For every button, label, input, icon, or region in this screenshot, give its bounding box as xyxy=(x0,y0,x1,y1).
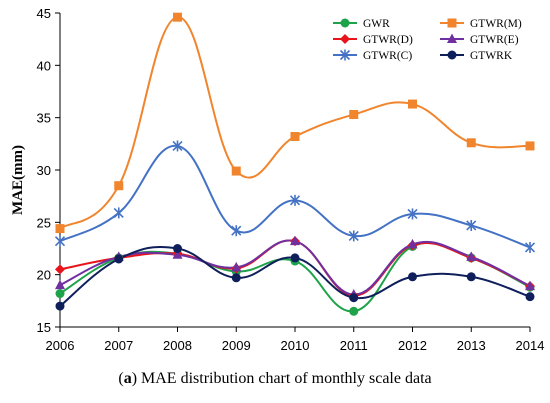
y-tick-label: 45 xyxy=(37,6,51,21)
y-tick-label: 25 xyxy=(37,215,51,230)
data-point-gtwr-c xyxy=(348,230,359,242)
data-point-gtwr-c xyxy=(113,207,124,219)
data-point-gtwrk xyxy=(173,244,182,253)
x-tick-label: 2008 xyxy=(163,338,192,353)
series-line-gtwr-m xyxy=(59,16,531,230)
data-point-gtwrk xyxy=(408,272,417,282)
chart-axes: 15 20 25 30 35 40 45 2006 2007 2008 2009 2010 2011 20… xyxy=(37,6,545,353)
data-point-gtwrk xyxy=(466,272,476,282)
legend-item-gwr: GWR xyxy=(333,18,390,30)
y-tick-label: 40 xyxy=(37,58,51,73)
data-point-gtwr-m xyxy=(349,110,359,120)
x-tick-label: 2010 xyxy=(281,338,310,353)
y-tick-label: 20 xyxy=(37,268,51,283)
legend-label: GTWR(C) xyxy=(363,50,412,62)
data-point-gtwrk xyxy=(231,273,241,283)
legend-marker xyxy=(340,34,350,44)
legend-label: GTWR(E) xyxy=(470,34,519,46)
caption-text: MAE distribution chart of monthly scale … xyxy=(141,370,432,387)
data-point-gtwr-e xyxy=(231,261,242,272)
data-point-gtwr-e xyxy=(466,251,477,261)
x-tick-label: 2014 xyxy=(516,338,545,353)
y-axis-label: MAE(mm) xyxy=(10,145,26,215)
legend-marker xyxy=(339,49,351,61)
x-tick-label: 2013 xyxy=(457,338,486,353)
legend-item-gtwr-d: GTWR(D) xyxy=(333,34,413,46)
legend-label: GTWRK xyxy=(470,50,513,62)
series-line-gtwr-e xyxy=(59,239,531,296)
data-point-gwr xyxy=(349,306,359,316)
y-tick-label: 15 xyxy=(37,320,51,335)
data-point-gtwr-m xyxy=(408,99,417,109)
legend-item-gtwr-c: GTWR(C) xyxy=(333,49,412,62)
data-point-gtwrk xyxy=(349,293,359,303)
data-point-gtwrk xyxy=(114,254,124,264)
data-point-gtwr-m xyxy=(55,224,65,234)
caption-letter: a xyxy=(123,370,132,387)
y-tick-label: 30 xyxy=(37,163,51,178)
legend-marker xyxy=(340,18,350,28)
data-point-gtwr-e xyxy=(407,238,418,249)
data-point-gtwr-m xyxy=(173,12,182,22)
x-tick-label: 2006 xyxy=(46,338,75,353)
data-point-gtwrk xyxy=(525,292,535,302)
legend-marker xyxy=(447,33,457,43)
data-point-gtwr-m xyxy=(525,141,535,151)
series-markers xyxy=(54,12,536,316)
data-point-gtwr-e xyxy=(290,235,300,246)
legend-item-gtwrk: GTWRK xyxy=(440,50,513,62)
data-point-gtwr-e xyxy=(525,280,535,291)
series-line-gtwr-c xyxy=(59,144,531,249)
data-point-gtwr-c xyxy=(466,219,477,231)
data-point-gtwr-c xyxy=(231,225,242,237)
x-tick-label: 2011 xyxy=(340,338,368,353)
legend-item-gtwr-m: GTWR(M) xyxy=(440,18,522,30)
data-point-gtwr-m xyxy=(231,166,241,176)
legend-label: GWR xyxy=(363,18,390,30)
legend-marker xyxy=(447,50,457,60)
y-tick-label: 35 xyxy=(37,111,51,126)
data-point-gtwr-e xyxy=(55,279,65,290)
chart-legend: GWR GTWR(M) GTWR(D) GTWR(E) GTWR(C) GTWRK xyxy=(333,18,522,62)
data-point-gtwr-c xyxy=(54,235,66,247)
series-lines xyxy=(59,16,531,313)
data-point-gtwrk xyxy=(55,301,65,311)
data-point-gtwr-d xyxy=(55,264,65,275)
data-point-gtwr-c xyxy=(172,140,183,152)
data-point-gtwr-m xyxy=(290,132,300,142)
legend-label: GTWR(M) xyxy=(470,18,522,30)
legend-label: GTWR(D) xyxy=(363,34,413,46)
x-tick-label: 2012 xyxy=(398,338,427,353)
x-tick-label: 2009 xyxy=(222,338,251,353)
data-point-gtwr-c xyxy=(289,194,301,206)
data-point-gtwr-c xyxy=(524,241,536,253)
series-line-gtwr-d xyxy=(59,239,531,297)
legend-item-gtwr-e: GTWR(E) xyxy=(440,33,519,46)
data-point-gtwrk xyxy=(290,253,300,263)
data-point-gwr xyxy=(55,289,65,299)
data-point-gtwr-m xyxy=(114,181,124,191)
data-point-gtwr-c xyxy=(407,208,418,220)
data-point-gtwr-m xyxy=(466,138,476,148)
figure-caption: (a) MAE distribution chart of monthly sc… xyxy=(118,370,432,387)
data-point-gtwr-e xyxy=(172,249,183,259)
x-tick-label: 2007 xyxy=(104,338,133,353)
legend-marker xyxy=(447,18,457,28)
